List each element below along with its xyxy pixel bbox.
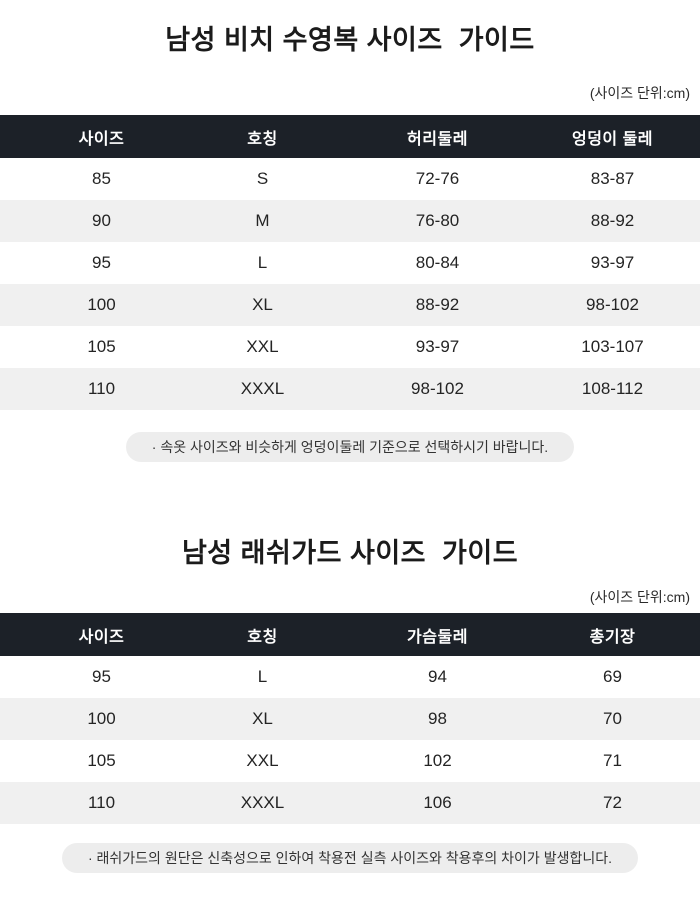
swimwear-size-table: 사이즈 호칭 허리둘레 엉덩이 둘레 85 S 72-76 83-87 90 M… xyxy=(0,115,700,410)
cell-designation: M xyxy=(175,200,350,242)
cell-designation: L xyxy=(257,667,268,686)
page-title-rashguard: 남성 래쉬가드 사이즈 가이드 xyxy=(181,538,519,568)
swimwear-guide-note: · 속옷 사이즈와 비슷하게 엉덩이둘레 기준으로 선택하시기 바랍니다. xyxy=(125,432,575,462)
cell-waist: 98-102 xyxy=(350,368,525,410)
cell-waist: 80-84 xyxy=(415,253,460,272)
cell-designation: XL xyxy=(175,698,350,740)
cell-hip: 83-87 xyxy=(590,169,635,188)
table-row: 95 L 80-84 93-97 xyxy=(0,242,700,284)
column-header-designation: 호칭 xyxy=(175,613,350,656)
cell-chest: 102 xyxy=(423,751,452,770)
cell-size: 90 xyxy=(0,200,175,242)
cell-designation: XXL xyxy=(246,751,279,770)
column-header-waist: 허리둘레 xyxy=(350,115,525,158)
rashguard-size-table: 사이즈 호칭 가슴둘레 총기장 95 L 94 69 100 XL 98 70 xyxy=(0,613,700,824)
table-row: 110 XXXL 98-102 108-112 xyxy=(0,368,700,410)
page-title-swimwear: 남성 비치 수영복 사이즈 가이드 xyxy=(165,25,535,55)
note-container: · 래쉬가드의 원단은 신축성으로 인하여 착용전 실측 사이즈와 착용후의 차… xyxy=(0,843,700,873)
cell-designation: L xyxy=(257,253,268,272)
unit-note-swimwear: (사이즈 단위:cm) xyxy=(589,85,690,101)
cell-length: 69 xyxy=(603,667,622,686)
cell-designation: S xyxy=(256,169,269,188)
cell-waist: 72-76 xyxy=(415,169,460,188)
table-row: 95 L 94 69 xyxy=(0,656,700,698)
cell-waist: 88-92 xyxy=(350,284,525,326)
cell-hip: 98-102 xyxy=(525,284,700,326)
table-row: 85 S 72-76 83-87 xyxy=(0,158,700,200)
cell-chest: 106 xyxy=(350,782,525,824)
rashguard-guide-note: · 래쉬가드의 원단은 신축성으로 인하여 착용전 실측 사이즈와 착용후의 차… xyxy=(61,843,638,873)
table-row: 100 XL 98 70 xyxy=(0,698,700,740)
cell-chest: 94 xyxy=(428,667,447,686)
table-row: 100 XL 88-92 98-102 xyxy=(0,284,700,326)
section-swimwear: 남성 비치 수영복 사이즈 가이드 (사이즈 단위:cm) 사이즈 호칭 허리둘… xyxy=(0,22,700,462)
note-container: · 속옷 사이즈와 비슷하게 엉덩이둘레 기준으로 선택하시기 바랍니다. xyxy=(0,432,700,462)
cell-size: 105 xyxy=(87,751,116,770)
cell-designation: XXL xyxy=(246,337,279,356)
cell-size: 105 xyxy=(87,337,116,356)
cell-size: 100 xyxy=(0,698,175,740)
cell-designation: XXXL xyxy=(175,782,350,824)
table-header-row: 사이즈 호칭 가슴둘레 총기장 xyxy=(0,613,700,656)
cell-waist: 76-80 xyxy=(350,200,525,242)
cell-chest: 98 xyxy=(350,698,525,740)
table-row: 110 XXXL 106 72 xyxy=(0,782,700,824)
cell-length: 70 xyxy=(525,698,700,740)
cell-size: 110 xyxy=(0,782,175,824)
table-header-row: 사이즈 호칭 허리둘레 엉덩이 둘레 xyxy=(0,115,700,158)
column-header-size: 사이즈 xyxy=(0,613,175,656)
cell-length: 71 xyxy=(603,751,622,770)
table-row: 105 XXL 102 71 xyxy=(0,740,700,782)
cell-waist: 93-97 xyxy=(415,337,460,356)
column-header-size: 사이즈 xyxy=(0,115,175,158)
column-header-designation: 호칭 xyxy=(175,115,350,158)
table-row: 105 XXL 93-97 103-107 xyxy=(0,326,700,368)
cell-size: 95 xyxy=(92,667,111,686)
cell-size: 85 xyxy=(92,169,111,188)
table-row: 90 M 76-80 88-92 xyxy=(0,200,700,242)
cell-hip: 88-92 xyxy=(525,200,700,242)
unit-note-rashguard: (사이즈 단위:cm) xyxy=(589,589,690,605)
cell-size: 110 xyxy=(0,368,175,410)
cell-length: 72 xyxy=(525,782,700,824)
section-rashguard: 남성 래쉬가드 사이즈 가이드 (사이즈 단위:cm) 사이즈 호칭 가슴둘레 … xyxy=(0,535,700,873)
cell-size: 100 xyxy=(0,284,175,326)
column-header-hip: 엉덩이 둘레 xyxy=(525,115,700,158)
cell-hip: 93-97 xyxy=(590,253,635,272)
column-header-chest: 가슴둘레 xyxy=(350,613,525,656)
cell-hip: 103-107 xyxy=(581,337,644,356)
cell-designation: XL xyxy=(175,284,350,326)
cell-size: 95 xyxy=(92,253,111,272)
column-header-length: 총기장 xyxy=(525,613,700,656)
cell-hip: 108-112 xyxy=(525,368,700,410)
cell-designation: XXXL xyxy=(175,368,350,410)
